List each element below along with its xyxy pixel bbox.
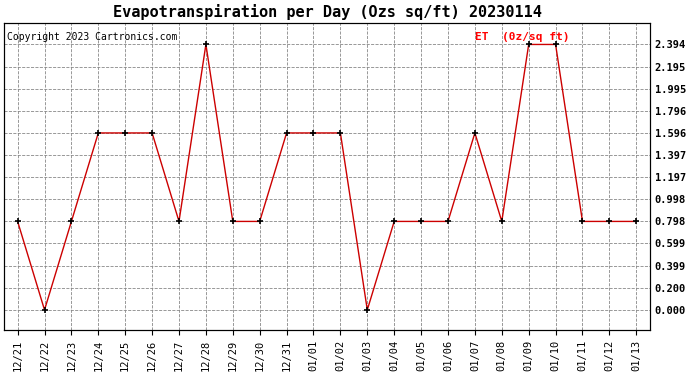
Text: ET  (0z/sq ft): ET (0z/sq ft) (475, 32, 570, 42)
Text: Copyright 2023 Cartronics.com: Copyright 2023 Cartronics.com (8, 32, 178, 42)
Title: Evapotranspiration per Day (Ozs sq/ft) 20230114: Evapotranspiration per Day (Ozs sq/ft) 2… (112, 4, 542, 20)
